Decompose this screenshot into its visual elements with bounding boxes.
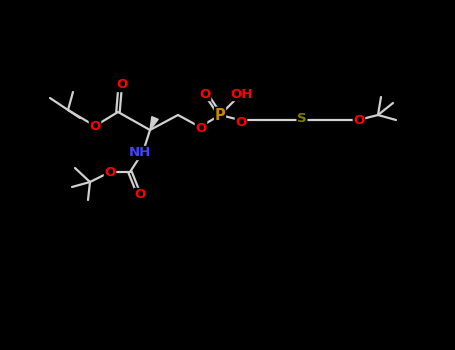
- Text: P: P: [215, 107, 225, 122]
- Text: S: S: [297, 112, 307, 126]
- Text: O: O: [235, 116, 247, 128]
- Text: O: O: [104, 167, 116, 180]
- Text: O: O: [89, 120, 101, 133]
- Text: O: O: [195, 121, 207, 134]
- Text: O: O: [199, 88, 211, 100]
- Text: NH: NH: [129, 147, 151, 160]
- Polygon shape: [150, 117, 158, 130]
- Text: O: O: [116, 78, 127, 91]
- Text: O: O: [354, 114, 364, 127]
- Text: OH: OH: [231, 88, 253, 100]
- Text: O: O: [134, 189, 146, 202]
